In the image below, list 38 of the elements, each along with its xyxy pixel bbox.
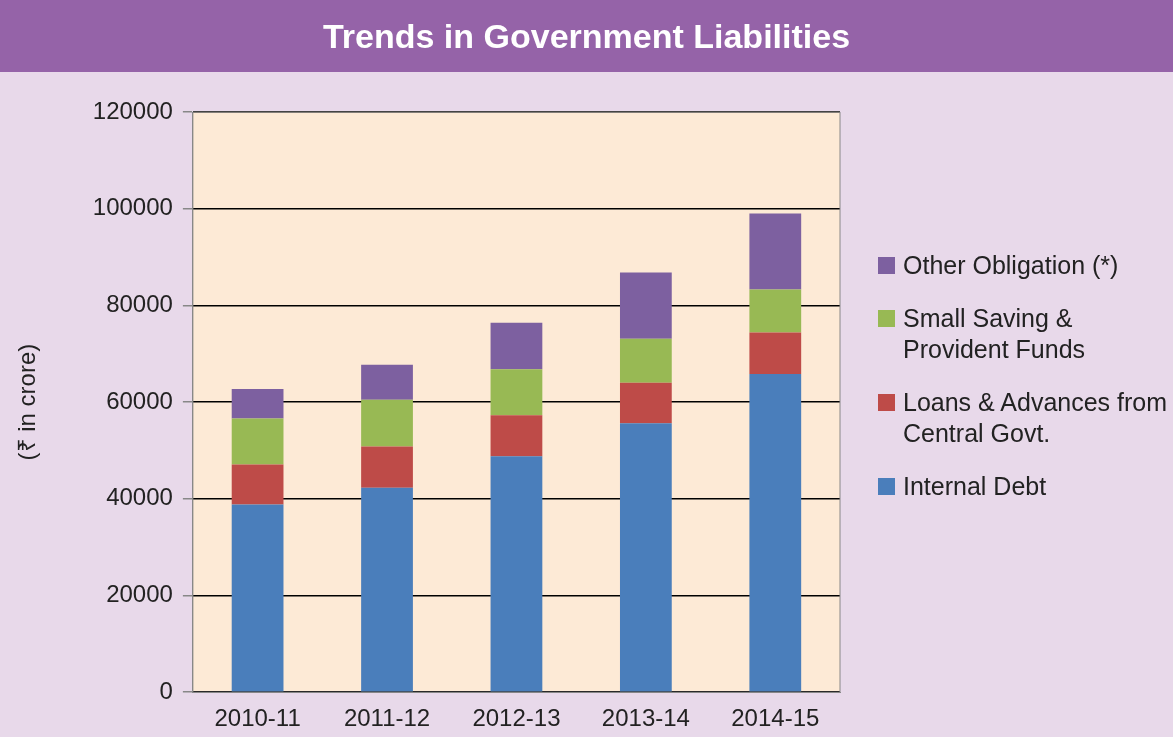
y-tick-label: 60000 [106,386,173,414]
chart-title: Trends in Government Liabilities [0,0,1173,72]
x-tick-label: 2011-12 [343,704,431,732]
y-tick-label: 80000 [106,290,173,318]
x-tick-label: 2014-15 [731,704,820,732]
bar [749,374,802,692]
bar [361,399,413,447]
legend-label: Other Obligation (*) [903,250,1119,281]
bar [361,446,413,488]
bar [749,332,802,375]
legend-label: Loans & Advances from Central Govt. [903,387,1169,449]
bar [361,487,413,692]
y-tick-label: 0 [159,676,173,704]
legend-label: Internal Debt [903,471,1047,502]
bar [490,322,543,370]
y-tick-label: 120000 [92,96,173,124]
y-tick-label: 20000 [106,580,173,608]
bar [619,423,672,692]
legend-label: Small Saving & Provident Funds [903,303,1087,365]
bar [231,464,284,505]
bar [749,213,802,290]
bar [490,369,543,416]
bar [490,456,543,692]
y-tick-label: 40000 [106,483,173,511]
bar [231,504,284,692]
bar [619,272,672,339]
x-tick-label: 2012-13 [472,704,561,732]
bar [749,289,802,333]
bar [231,389,284,419]
x-tick-label: 2010-11 [214,704,301,732]
bar [361,364,413,400]
bar [619,338,672,383]
x-tick-label: 2013-14 [601,704,690,732]
y-tick-label: 100000 [92,193,173,221]
bar [619,382,672,424]
y-axis-title: (₹ in crore) [13,343,41,461]
bar [490,415,543,457]
bar [231,418,284,465]
